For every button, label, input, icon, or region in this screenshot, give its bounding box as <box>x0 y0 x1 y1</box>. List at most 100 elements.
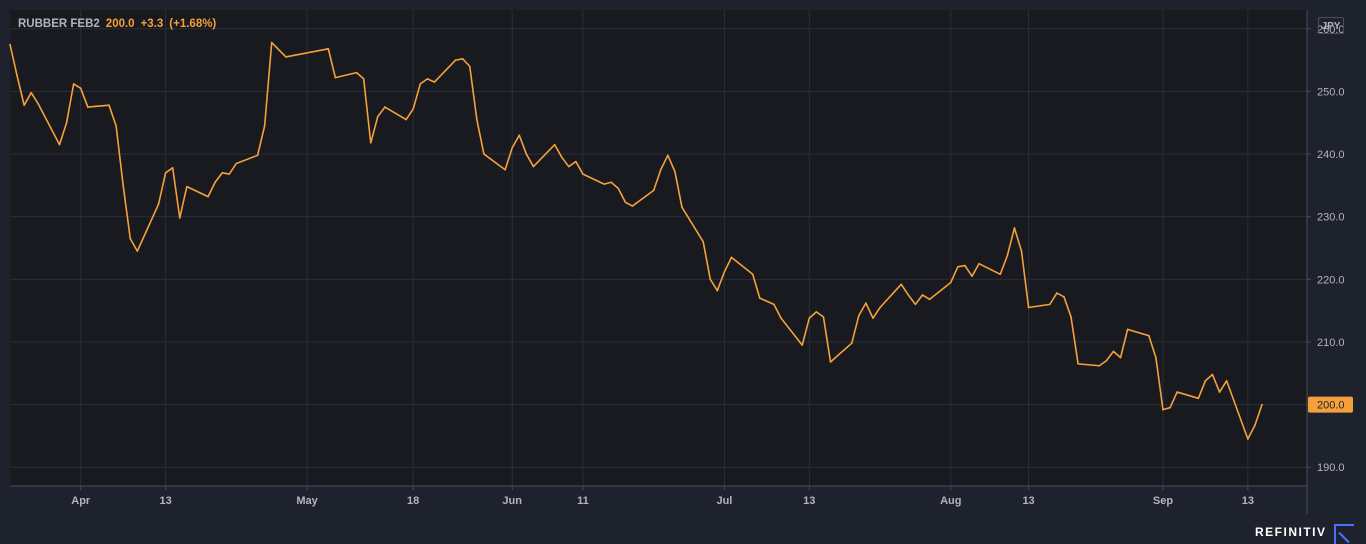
price-point <box>419 83 422 85</box>
price-point <box>850 342 853 345</box>
price-point <box>681 206 683 209</box>
price-point <box>1105 359 1108 362</box>
x-tick-label: 18 <box>407 495 419 507</box>
y-tick-label: 210.0 <box>1317 337 1345 349</box>
y-tick-label: 240.0 <box>1317 149 1345 161</box>
price-point <box>221 172 223 174</box>
price-point <box>1098 364 1101 367</box>
price-point <box>1197 397 1200 400</box>
price-point <box>178 217 181 219</box>
price-point <box>667 154 669 157</box>
price-point <box>256 154 259 157</box>
legend-change-percent: (+1.68%) <box>169 18 217 30</box>
price-point <box>285 56 287 58</box>
price-point <box>1013 227 1016 229</box>
price-point <box>1006 254 1009 257</box>
price-point <box>617 187 620 190</box>
price-point <box>122 184 124 187</box>
price-point <box>1261 403 1263 406</box>
price-point <box>461 58 464 60</box>
x-tick-label: Aug <box>940 495 961 507</box>
x-tick-label: 11 <box>577 495 589 507</box>
price-point <box>730 256 733 259</box>
price-point <box>511 146 514 149</box>
price-point <box>532 165 535 168</box>
price-point <box>327 48 330 50</box>
price-point <box>214 181 216 184</box>
x-tick-label: Jun <box>502 495 522 507</box>
price-point <box>525 153 528 155</box>
brand-logo-icon <box>1334 524 1354 544</box>
x-tick-label: Jul <box>716 495 732 507</box>
price-point <box>568 165 570 168</box>
legend-last-price: 200.0 <box>105 18 135 30</box>
price-point <box>815 311 818 313</box>
price-point <box>1112 350 1115 353</box>
time-axis[interactable]: Apr 13 May 18 Jun 11 Jul 13 Aug 13 Sep 13 <box>71 486 1254 507</box>
price-point <box>907 294 910 296</box>
price-point <box>58 143 61 146</box>
price-point <box>235 162 238 165</box>
price-point <box>1176 391 1178 393</box>
price-point <box>412 108 414 110</box>
price-point <box>483 153 485 155</box>
price-point <box>369 141 372 144</box>
x-tick-label: 13 <box>159 495 171 507</box>
price-point <box>65 121 68 124</box>
price-point <box>115 125 117 127</box>
price-point <box>780 317 782 319</box>
plot-area[interactable] <box>10 10 1307 486</box>
last-value-tag: 200.0 <box>1308 396 1353 413</box>
price-point <box>355 71 358 74</box>
price-point <box>971 275 973 277</box>
price-point <box>405 118 407 121</box>
price-point <box>207 195 209 198</box>
price-point <box>476 118 478 121</box>
price-point <box>1020 250 1023 252</box>
price-point <box>1254 424 1256 427</box>
legend-change: +3.3 <box>140 18 164 30</box>
price-point <box>171 167 174 169</box>
price-point <box>921 294 924 296</box>
currency-button[interactable]: JPY <box>1318 17 1344 34</box>
price-point <box>16 74 18 77</box>
price-point <box>773 303 775 306</box>
price-point <box>575 160 577 163</box>
price-point <box>228 173 231 175</box>
price-point <box>9 43 11 46</box>
price-point <box>518 134 521 137</box>
price-point <box>334 76 337 79</box>
price-point <box>560 156 563 158</box>
price-point <box>659 168 662 171</box>
y-tick-label: 230.0 <box>1317 212 1345 224</box>
price-point <box>709 278 712 281</box>
last-value-tag-background <box>1308 396 1353 413</box>
price-point <box>1225 379 1228 382</box>
price-point <box>751 273 754 276</box>
price-point <box>384 106 386 108</box>
price-point <box>702 240 704 243</box>
price-point <box>766 300 768 303</box>
price-point <box>1063 296 1065 298</box>
x-tick-label: 13 <box>1242 495 1254 507</box>
price-point <box>758 297 761 299</box>
price-point <box>865 302 867 304</box>
last-value-label: 200.0 <box>1317 400 1345 412</box>
price-point <box>433 81 436 83</box>
x-tick-label: Apr <box>71 495 91 507</box>
price-point <box>136 250 139 252</box>
price-point <box>1155 356 1157 359</box>
price-point <box>872 317 874 319</box>
price-point <box>362 78 365 80</box>
price-point <box>624 201 627 204</box>
price-point <box>879 306 881 309</box>
price-point <box>37 103 40 105</box>
price-point <box>468 65 471 68</box>
price-point <box>964 264 966 267</box>
y-tick-label: 260.0 <box>1317 24 1345 36</box>
price-point <box>270 41 273 44</box>
price-series-points <box>9 41 1263 440</box>
price-point <box>504 168 506 171</box>
price-point <box>582 173 584 175</box>
